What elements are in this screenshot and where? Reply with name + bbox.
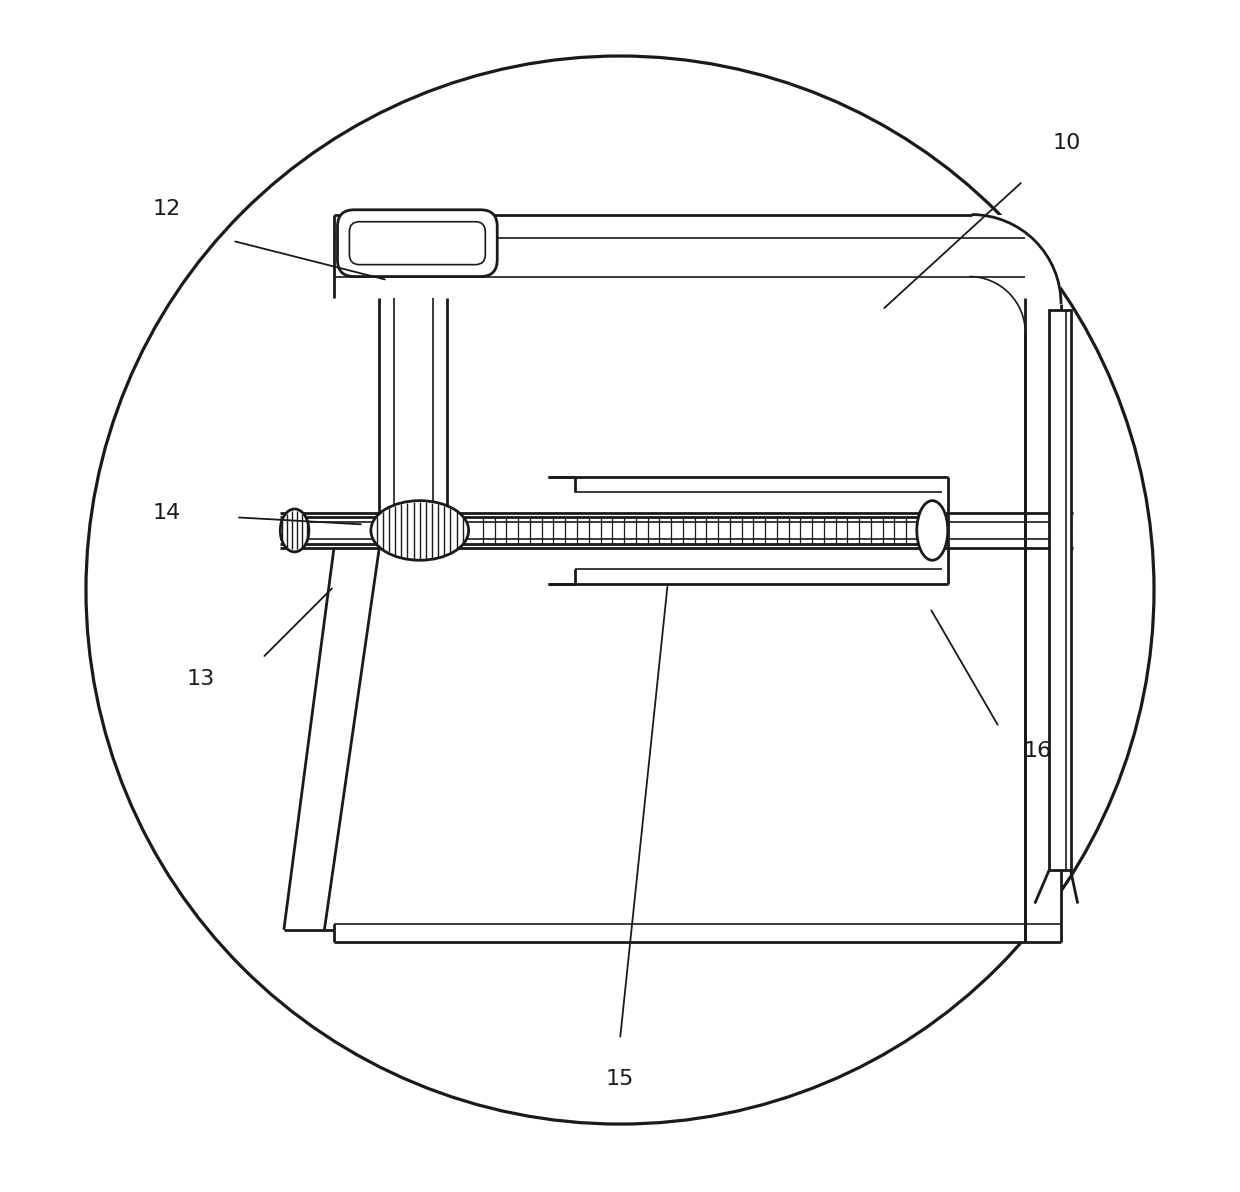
Ellipse shape	[280, 509, 309, 552]
Text: 15: 15	[606, 1069, 634, 1088]
Text: 14: 14	[153, 503, 181, 522]
Bar	[334, 924, 1061, 942]
Bar	[1049, 310, 1070, 870]
Text: 13: 13	[186, 670, 215, 689]
Ellipse shape	[916, 501, 947, 560]
Circle shape	[86, 56, 1154, 1124]
Text: 10: 10	[1053, 134, 1081, 153]
FancyBboxPatch shape	[337, 210, 497, 277]
Text: 12: 12	[153, 199, 181, 218]
Ellipse shape	[371, 501, 469, 560]
Bar	[1025, 215, 1061, 942]
Text: 16: 16	[1023, 741, 1052, 760]
Bar	[334, 215, 1061, 298]
